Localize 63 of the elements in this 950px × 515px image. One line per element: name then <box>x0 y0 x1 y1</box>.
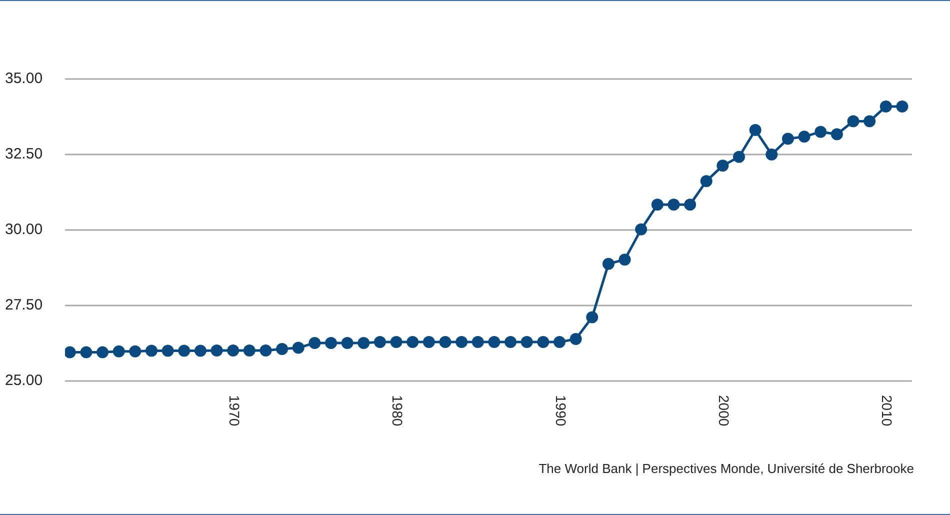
point <box>488 336 500 348</box>
x-tick-label: 2010 <box>879 395 896 426</box>
x-tick-label: 1970 <box>226 395 242 426</box>
x-tick-label: 2000 <box>716 395 732 426</box>
point <box>96 346 109 358</box>
point <box>145 344 158 357</box>
point <box>194 344 206 357</box>
point <box>406 336 419 348</box>
point <box>766 148 778 160</box>
x-tick-label: 1990 <box>552 395 569 426</box>
point <box>896 100 908 112</box>
y-tick-label: 35.00 <box>5 70 43 87</box>
point <box>358 336 370 349</box>
point <box>390 336 402 348</box>
point <box>80 346 92 358</box>
y-tick-label: 27.50 <box>5 296 43 314</box>
point <box>260 344 272 356</box>
point <box>716 160 729 172</box>
point <box>162 344 174 357</box>
point <box>292 342 304 354</box>
point <box>341 336 354 349</box>
point <box>651 198 664 211</box>
x-tick-label: 1980 <box>390 395 406 426</box>
point <box>374 336 386 348</box>
point <box>276 342 288 355</box>
point <box>586 311 598 324</box>
point <box>178 344 190 357</box>
point <box>129 345 142 358</box>
point <box>456 336 468 348</box>
point <box>422 336 435 348</box>
point <box>520 336 533 348</box>
point <box>782 132 794 145</box>
text: The World Bank | Perspectives Monde, Université de Sherbrooke <box>538 461 914 476</box>
point <box>618 254 631 266</box>
point <box>798 130 810 143</box>
point <box>325 336 338 349</box>
point <box>684 198 696 211</box>
point <box>472 336 484 348</box>
point <box>814 126 827 138</box>
point <box>570 333 582 346</box>
y-tick-label: 25.00 <box>5 372 43 389</box>
point <box>439 336 452 348</box>
point <box>635 223 648 236</box>
point <box>864 115 876 128</box>
point <box>880 100 892 112</box>
y-tick-label: 30.00 <box>5 220 43 238</box>
point <box>553 336 566 348</box>
point <box>227 344 240 356</box>
point <box>847 115 860 128</box>
point <box>308 336 321 349</box>
point <box>668 198 680 211</box>
point <box>243 344 256 356</box>
point <box>537 336 550 348</box>
point <box>749 124 762 136</box>
point <box>700 175 712 188</box>
point <box>65 346 76 358</box>
point <box>830 128 843 140</box>
point <box>112 345 125 358</box>
y-tick-label: 32.50 <box>5 145 43 162</box>
point <box>602 258 614 270</box>
point <box>504 336 517 348</box>
point <box>733 150 746 163</box>
point <box>210 344 223 356</box>
